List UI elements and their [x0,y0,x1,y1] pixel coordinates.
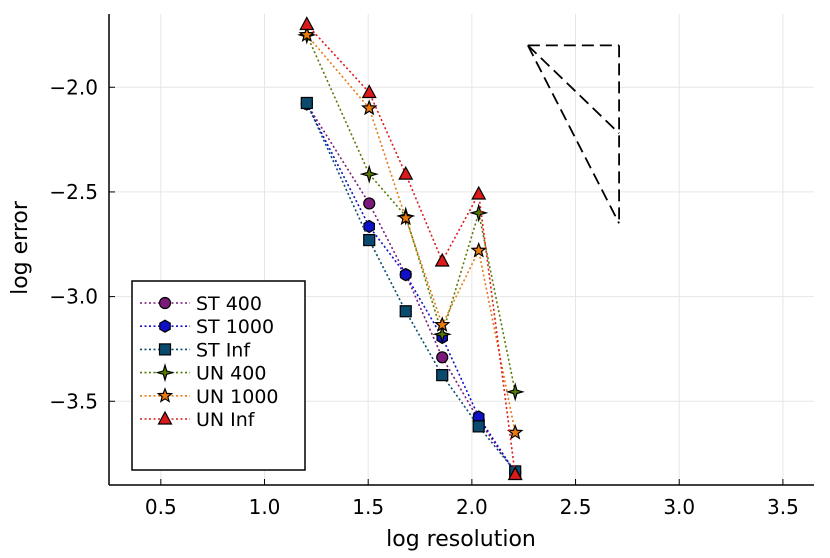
reference-triangle [527,44,620,224]
data-point [506,424,524,440]
data-point [399,305,412,318]
legend-label: UN 400 [196,363,266,385]
data-point [363,219,376,234]
y-tick-label: −3.5 [49,389,98,413]
series-st-inf [300,96,522,478]
x-tick-label: 1.5 [352,495,384,519]
x-tick-label: 1.0 [249,495,281,519]
data-point [507,466,523,481]
legend-label: UN 1000 [196,386,279,408]
series-un-1000 [298,26,524,440]
legend-entry: ST Inf [140,339,251,361]
data-point [471,185,487,200]
legend-entry: UN 1000 [140,386,279,408]
reference-shallow-slope [527,44,620,134]
data-point [298,26,316,42]
y-tick-label: −2.0 [49,75,98,99]
data-point [505,382,525,402]
data-point [433,316,451,332]
reference-steep-slope [527,44,620,224]
data-point [434,252,450,267]
x-tick-label: 2.5 [560,495,592,519]
data-point [363,233,376,247]
data-point [472,420,485,433]
data-point [436,369,449,382]
series-un-inf [299,16,523,481]
legend-marker [158,296,172,310]
x-tick-label: 3.5 [767,495,799,519]
series-line [306,34,516,393]
axes-layer [108,14,814,486]
data-point [360,99,378,116]
x-axis-title: log resolution [386,527,536,552]
legend-entry: ST 400 [140,293,262,315]
ticks-layer: 0.5 1.0 1.5 2.0 2.5 3.0 3.5 −2.0 −2.5 −3.0 −3.5 [49,75,798,519]
legend-label: ST Inf [196,339,251,361]
legend-label: ST 1000 [196,316,274,338]
legend-marker [156,387,174,403]
data-point [399,267,412,282]
data-point [397,209,414,226]
legend-marker [158,343,172,356]
x-tick-label: 0.5 [145,495,177,519]
x-tick-label: 2.0 [456,495,488,519]
y-tick-label: −3.0 [49,285,98,309]
data-point [299,16,315,31]
legend-entry: UN Inf [140,409,256,431]
legend-label: ST 400 [196,293,262,315]
legend-entry: ST 1000 [140,316,274,338]
data-point [469,203,489,223]
data-point [432,324,452,344]
series-line [306,102,516,472]
data-point [398,165,414,180]
legend-entry: UN 400 [140,363,266,385]
x-tick-label: 3.0 [663,495,695,519]
data-point [363,197,376,210]
data-point [436,351,449,364]
data-point [361,84,377,99]
series-un-400 [297,25,525,402]
legend-marker [159,319,171,333]
data-point [300,96,313,110]
legend-box [131,280,306,471]
series-st-400 [300,97,522,479]
legend-marker [155,362,175,383]
series-layer [297,16,525,481]
y-axis-title: log error [8,200,33,295]
data-point [359,164,379,184]
series-line [306,23,516,475]
legend-label: UN Inf [196,409,256,431]
legend-marker [157,410,173,425]
data-point [470,241,487,258]
y-tick-label: −2.5 [49,180,98,204]
